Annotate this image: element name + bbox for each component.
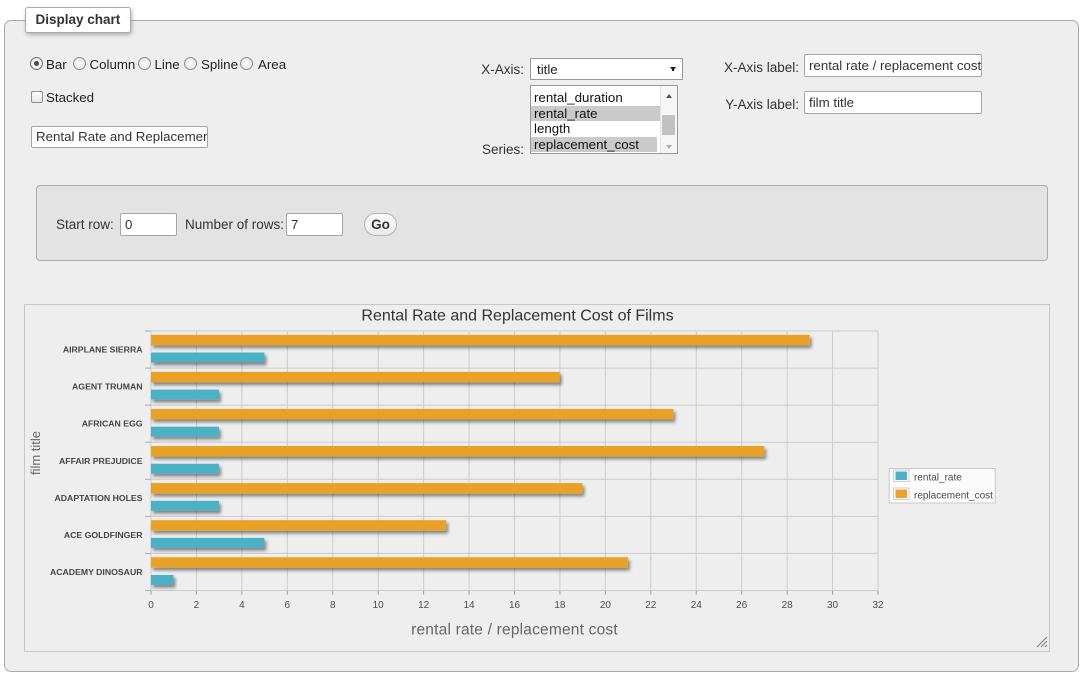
svg-text:14: 14 <box>464 600 476 611</box>
svg-text:rental_rate: rental_rate <box>914 472 962 483</box>
svg-text:rental rate / replacement cost: rental rate / replacement cost <box>411 622 618 639</box>
svg-text:24: 24 <box>691 600 703 611</box>
svg-text:16: 16 <box>509 600 521 611</box>
svg-text:film title: film title <box>28 431 43 475</box>
svg-text:8: 8 <box>330 600 336 611</box>
svg-text:18: 18 <box>554 600 566 611</box>
svg-text:26: 26 <box>736 600 748 611</box>
svg-text:30: 30 <box>827 600 839 611</box>
svg-text:4: 4 <box>239 600 245 611</box>
svg-text:12: 12 <box>418 600 430 611</box>
svg-text:32: 32 <box>872 600 884 611</box>
svg-text:22: 22 <box>645 600 657 611</box>
svg-text:replacement_cost: replacement_cost <box>914 490 993 501</box>
svg-text:AFRICAN EGG: AFRICAN EGG <box>82 419 143 429</box>
svg-text:Rental Rate and Replacement Co: Rental Rate and Replacement Cost of Film… <box>361 308 673 325</box>
svg-text:AFFAIR PREJUDICE: AFFAIR PREJUDICE <box>59 456 143 466</box>
svg-text:10: 10 <box>373 600 385 611</box>
svg-text:AGENT TRUMAN: AGENT TRUMAN <box>72 382 142 392</box>
svg-text:ACE GOLDFINGER: ACE GOLDFINGER <box>64 530 143 540</box>
svg-text:20: 20 <box>600 600 612 611</box>
svg-text:ADAPTATION HOLES: ADAPTATION HOLES <box>55 493 143 503</box>
svg-text:6: 6 <box>285 600 291 611</box>
svg-text:28: 28 <box>782 600 794 611</box>
svg-text:AIRPLANE SIERRA: AIRPLANE SIERRA <box>63 345 143 355</box>
svg-text:0: 0 <box>148 600 154 611</box>
svg-text:2: 2 <box>194 600 200 611</box>
svg-text:ACADEMY DINOSAUR: ACADEMY DINOSAUR <box>50 567 143 577</box>
